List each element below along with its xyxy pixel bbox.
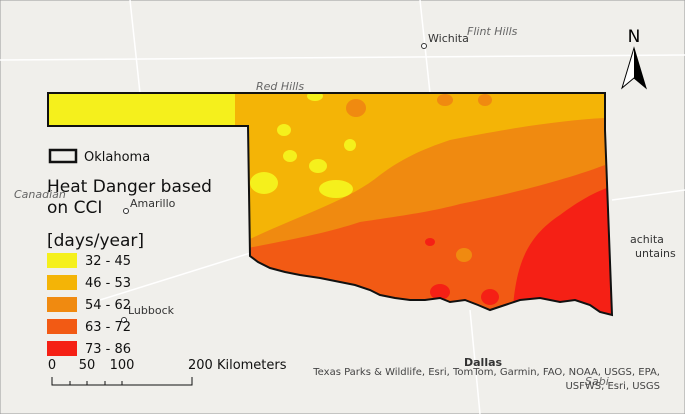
scale-label: 100	[110, 358, 135, 373]
attribution: Texas Parks & Wildlife, Esri, TomTom, Ga…	[312, 367, 660, 378]
attribution: USFWS, Esri, USGS	[565, 381, 660, 392]
legend-swatch	[47, 253, 77, 268]
legend-swatch	[47, 297, 77, 312]
place-label: Wichita	[428, 32, 469, 45]
place-label: Red Hills	[256, 80, 304, 93]
scale-bar	[51, 377, 193, 386]
legend-swatch	[47, 319, 77, 334]
legend-label: 73 - 86	[85, 342, 131, 357]
place-label: Amarillo	[130, 197, 176, 210]
place-label: untains	[635, 247, 676, 260]
scale-label: 0	[48, 358, 56, 373]
legend-swatch	[47, 275, 77, 290]
scale-label: 200 Kilometers	[188, 358, 287, 373]
place-label: achita	[630, 233, 664, 246]
place-label: Lubbock	[128, 304, 175, 317]
north-label: N	[628, 27, 641, 47]
place-label: Flint Hills	[467, 25, 518, 38]
legend-unit: [days/year]	[47, 231, 144, 251]
north-arrow: N	[621, 27, 647, 90]
place-dot	[121, 317, 127, 323]
scale-label: 50	[79, 358, 96, 373]
legend-label: 54 - 62	[85, 298, 131, 313]
place-label: Sabi	[585, 375, 609, 388]
legend-label: 63 - 72	[85, 320, 131, 335]
legend-label: 32 - 45	[85, 254, 131, 269]
legend-boundary-swatch	[48, 148, 78, 164]
place-dot	[123, 208, 129, 214]
place-label: Dallas	[464, 356, 503, 369]
place-dot	[421, 43, 427, 49]
place-label: Canadian	[14, 188, 66, 201]
legend-title: on CCI	[47, 198, 102, 218]
legend-label: 46 - 53	[85, 276, 131, 291]
legend-boundary-label: Oklahoma	[84, 150, 150, 165]
legend-swatch	[47, 341, 77, 356]
legend-title: Heat Danger based	[47, 177, 212, 197]
